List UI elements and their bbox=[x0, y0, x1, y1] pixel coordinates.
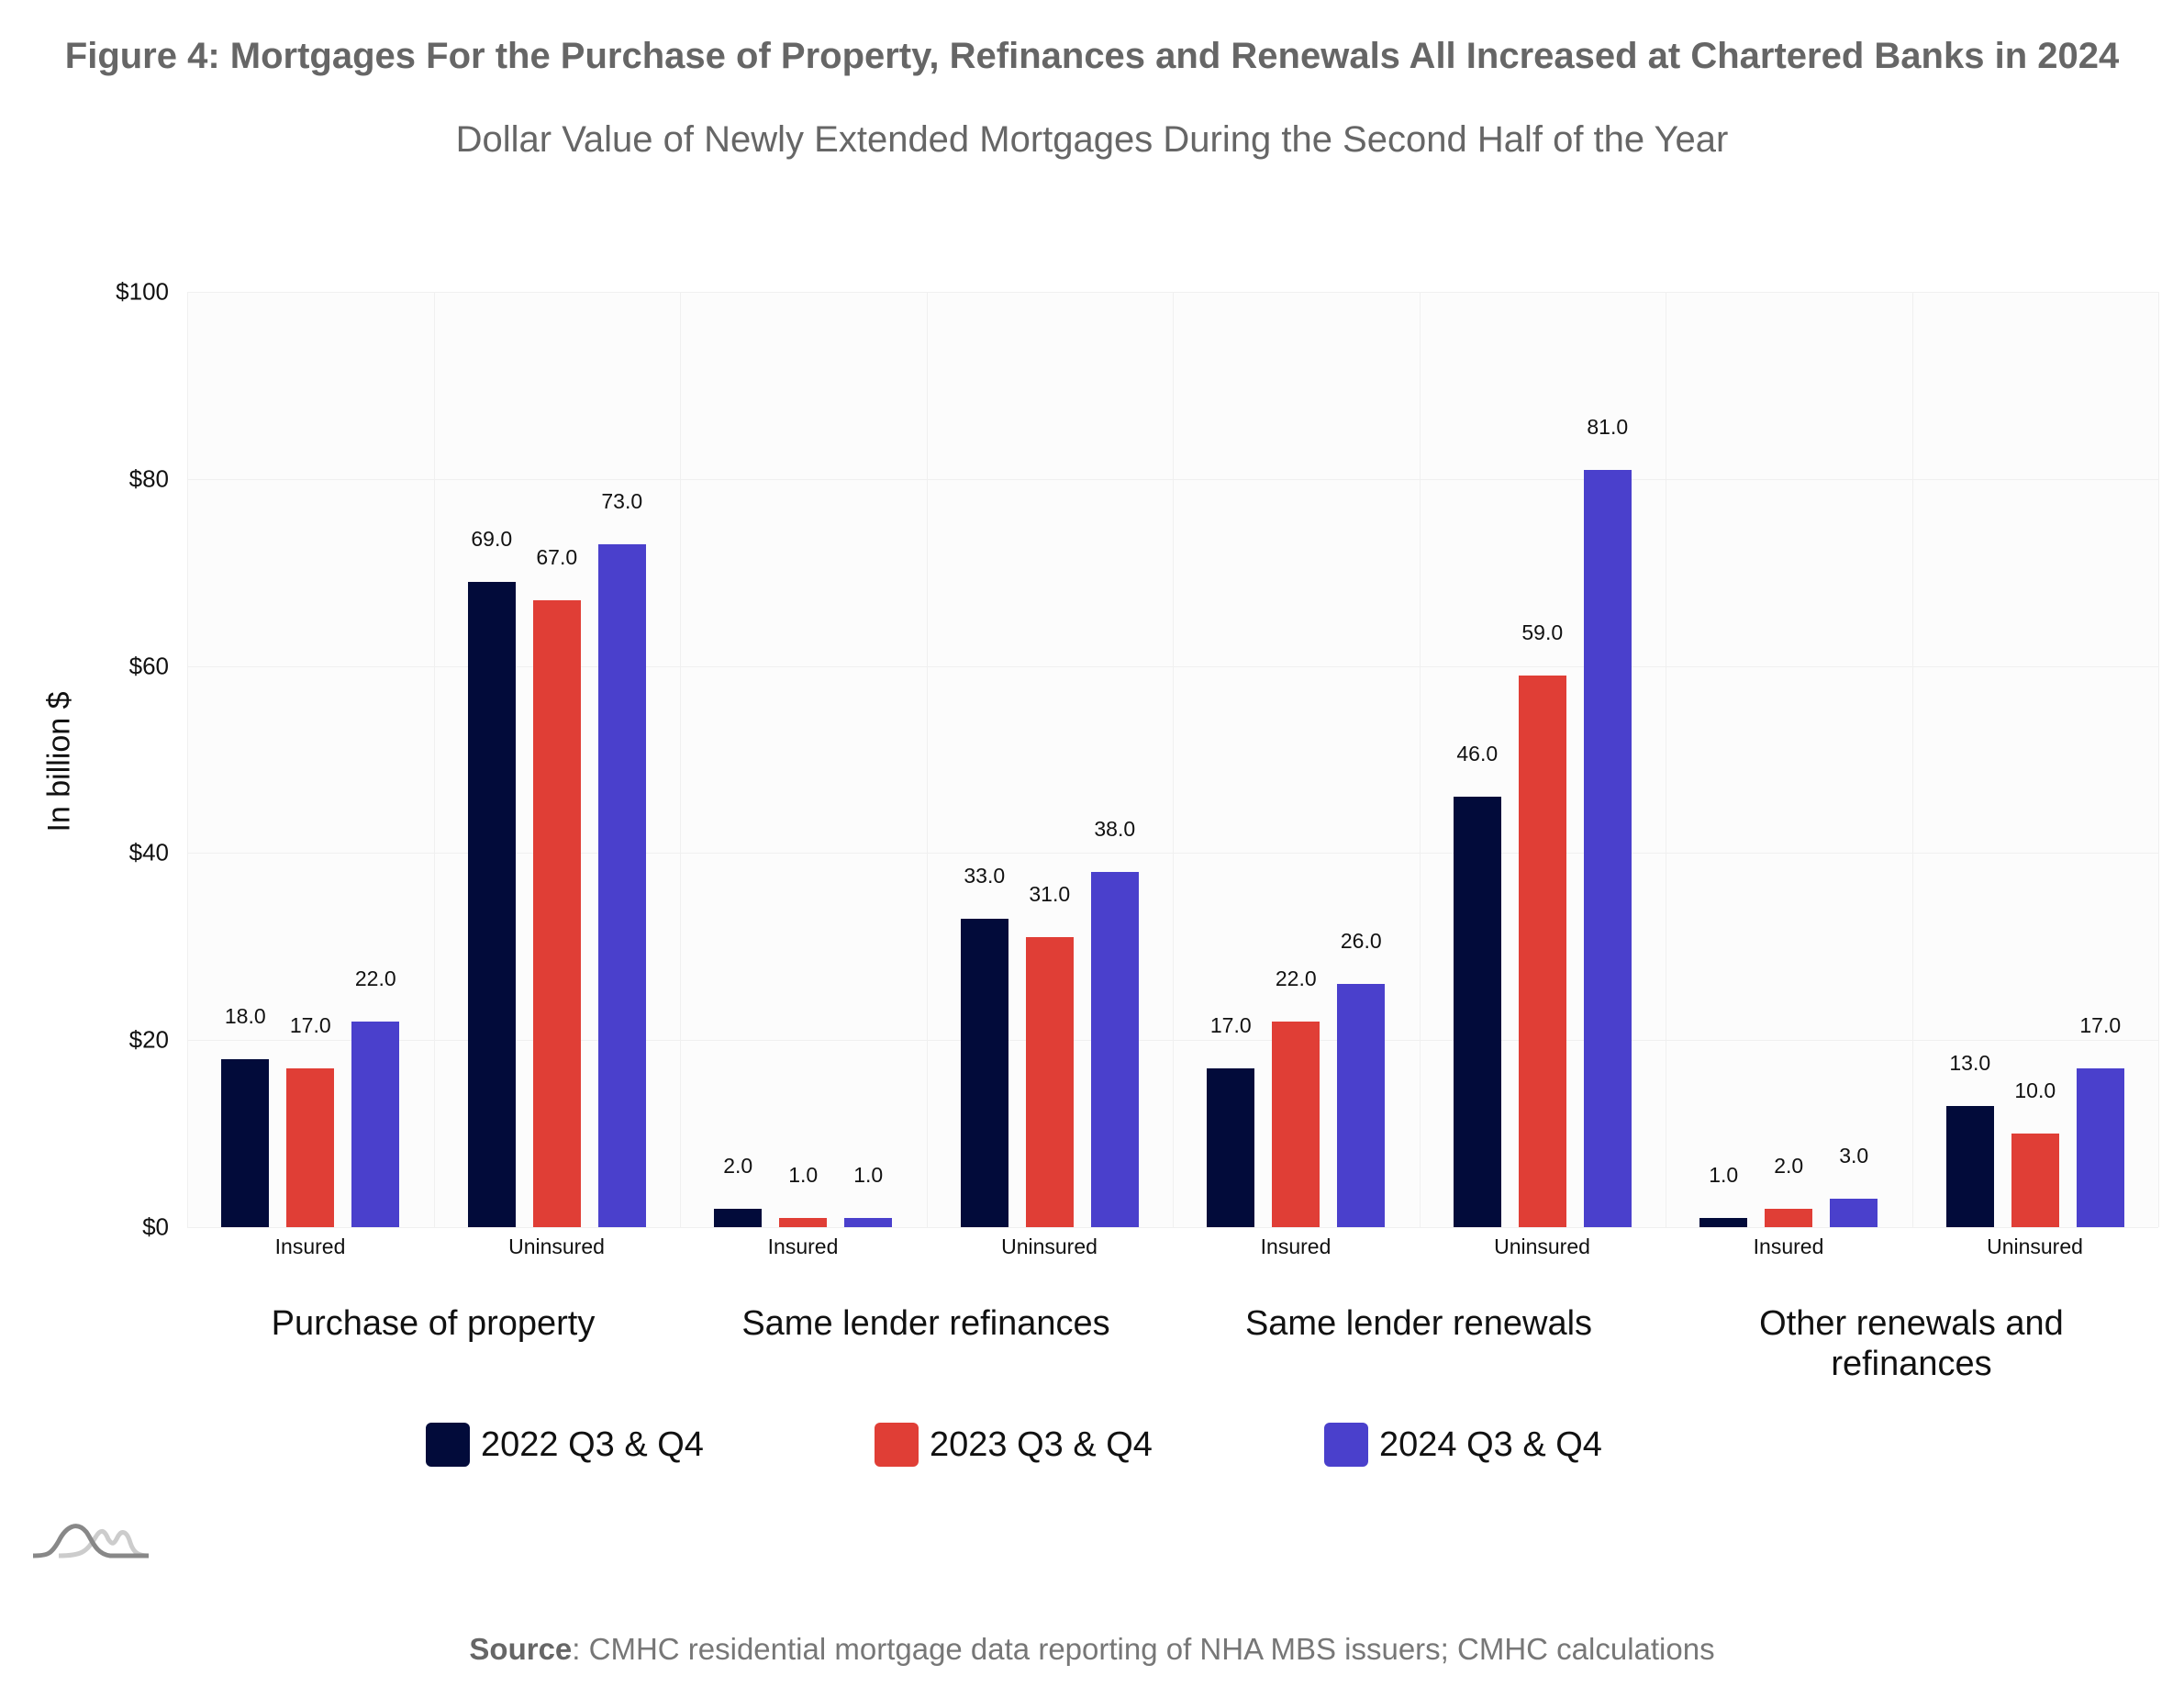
x-gridline bbox=[680, 292, 681, 1227]
x-gridline bbox=[187, 292, 188, 1227]
legend-label: 2022 Q3 & Q4 bbox=[481, 1424, 704, 1464]
data-label: 73.0 bbox=[601, 489, 643, 514]
x-tick-label: Uninsured bbox=[508, 1235, 605, 1258]
x-gridline bbox=[1173, 292, 1174, 1227]
x-gridline bbox=[1911, 292, 1913, 1227]
data-label: 1.0 bbox=[788, 1162, 819, 1187]
x-tick-label: Uninsured bbox=[1987, 1235, 2083, 1258]
y-tick-label: $20 bbox=[128, 1025, 169, 1054]
x-gridline bbox=[1419, 292, 1421, 1227]
group-label: Purchase of property bbox=[271, 1304, 596, 1343]
bar bbox=[286, 1067, 335, 1227]
chart-title: Figure 4: Mortgages For the Purchase of … bbox=[64, 36, 2120, 76]
x-gridline bbox=[433, 292, 435, 1227]
bar bbox=[1025, 937, 1074, 1227]
data-label: 2.0 bbox=[1774, 1153, 1804, 1178]
y-tick-label: $0 bbox=[142, 1212, 169, 1241]
bar bbox=[1945, 1105, 1994, 1227]
data-label: 59.0 bbox=[1521, 620, 1564, 644]
bar bbox=[1699, 1217, 1748, 1227]
x-tick-label: Uninsured bbox=[1001, 1235, 1098, 1258]
data-label: 1.0 bbox=[1709, 1162, 1739, 1187]
bar bbox=[714, 1208, 763, 1227]
x-tick-label: Insured bbox=[1260, 1235, 1332, 1258]
y-gridline bbox=[187, 1227, 2158, 1228]
bar bbox=[1272, 1021, 1320, 1227]
data-label: 1.0 bbox=[853, 1162, 884, 1187]
data-label: 38.0 bbox=[1094, 816, 1136, 841]
bar bbox=[1830, 1199, 1878, 1227]
x-gridline bbox=[2158, 292, 2159, 1227]
y-tick-label: $40 bbox=[128, 838, 169, 866]
legend-label: 2023 Q3 & Q4 bbox=[930, 1424, 1153, 1464]
x-tick-label: Insured bbox=[274, 1235, 346, 1258]
data-label: 18.0 bbox=[224, 1003, 266, 1028]
logo-icon bbox=[32, 1524, 150, 1559]
data-label: 17.0 bbox=[1209, 1012, 1252, 1037]
bar bbox=[1583, 469, 1632, 1227]
bar bbox=[2076, 1067, 2124, 1227]
group-label: Other renewals and refinances bbox=[1759, 1304, 2064, 1383]
bar bbox=[844, 1217, 893, 1227]
bar bbox=[1518, 675, 1566, 1227]
data-label: 17.0 bbox=[2079, 1012, 2122, 1037]
legend-swatch bbox=[426, 1423, 470, 1467]
bar bbox=[2011, 1134, 2059, 1227]
bar bbox=[1090, 871, 1139, 1227]
y-tick-label: $60 bbox=[128, 652, 169, 680]
data-label: 13.0 bbox=[1949, 1050, 1991, 1075]
data-label: 2.0 bbox=[723, 1153, 753, 1178]
bar bbox=[1765, 1208, 1813, 1227]
legend-label: 2024 Q3 & Q4 bbox=[1379, 1424, 1602, 1464]
x-tick-label: Insured bbox=[767, 1235, 839, 1258]
legend-item: 2023 Q3 & Q4 bbox=[875, 1423, 1153, 1467]
x-tick-label: Insured bbox=[1753, 1235, 1824, 1258]
bar bbox=[597, 544, 646, 1227]
data-label: 3.0 bbox=[1839, 1144, 1869, 1168]
bar bbox=[532, 600, 581, 1227]
data-label: 17.0 bbox=[289, 1012, 331, 1037]
bar bbox=[960, 918, 1008, 1227]
source-note: Source: CMHC residential mortgage data r… bbox=[0, 1632, 2184, 1667]
y-tick-label: $100 bbox=[116, 277, 169, 306]
legend-item: 2024 Q3 & Q4 bbox=[1324, 1423, 1602, 1467]
chart-subtitle: Dollar Value of Newly Extended Mortgages… bbox=[455, 119, 1729, 160]
bar bbox=[221, 1058, 270, 1227]
x-gridline bbox=[926, 292, 928, 1227]
data-label: 22.0 bbox=[1275, 966, 1317, 990]
data-label: 31.0 bbox=[1029, 882, 1071, 907]
data-label: 69.0 bbox=[471, 526, 513, 551]
bar bbox=[351, 1021, 400, 1227]
bar bbox=[467, 581, 516, 1227]
plot-area: 18.0 17.0 22.0 69.0 67.0 73.0 2.0 1.0 1.0 33.0 31.… bbox=[187, 292, 2159, 1228]
data-label: 46.0 bbox=[1456, 742, 1499, 766]
data-label: 26.0 bbox=[1340, 929, 1382, 954]
group-label: Same lender renewals bbox=[1244, 1304, 1593, 1343]
bar bbox=[779, 1217, 828, 1227]
source-label: Source bbox=[469, 1632, 573, 1666]
data-label: 81.0 bbox=[1587, 414, 1629, 439]
y-axis-label: In billion $ bbox=[41, 691, 77, 832]
bar bbox=[1453, 797, 1501, 1227]
data-label: 67.0 bbox=[536, 545, 578, 570]
x-tick-label: Uninsured bbox=[1494, 1235, 1590, 1258]
data-label: 22.0 bbox=[354, 966, 396, 990]
bar bbox=[1337, 984, 1386, 1227]
data-label: 10.0 bbox=[2014, 1078, 2056, 1103]
legend-swatch bbox=[1324, 1423, 1368, 1467]
data-label: 33.0 bbox=[964, 863, 1006, 888]
legend-item: 2022 Q3 & Q4 bbox=[426, 1423, 704, 1467]
bar bbox=[1207, 1067, 1255, 1227]
y-tick-label: $80 bbox=[128, 464, 169, 493]
group-label: Same lender refinances bbox=[741, 1304, 1110, 1343]
source-text: : CMHC residential mortgage data reporti… bbox=[572, 1632, 1715, 1666]
legend-swatch bbox=[875, 1423, 919, 1467]
